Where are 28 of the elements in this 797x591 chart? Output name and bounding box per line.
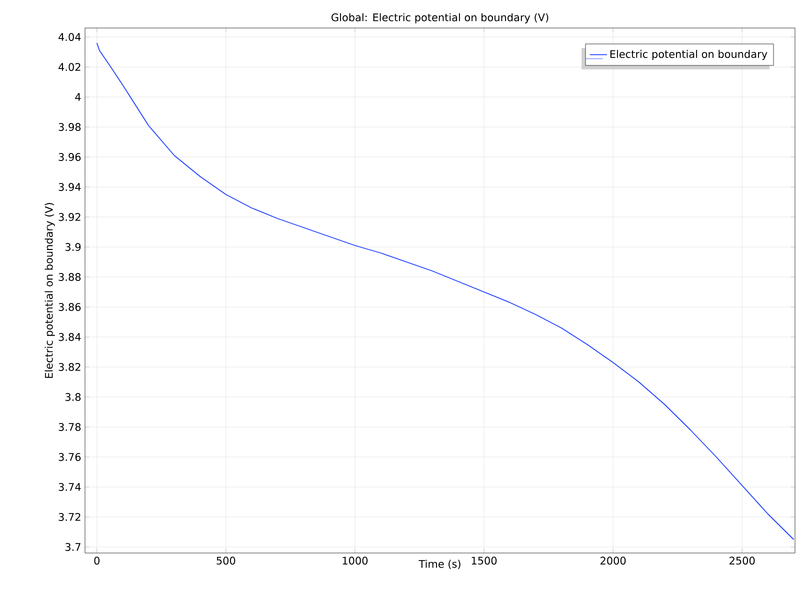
y-tick-label: 3.98 — [58, 123, 81, 131]
y-tick-label: 3.72 — [58, 513, 80, 521]
y-axis-title: Electric potential on boundary (V) — [44, 202, 55, 378]
y-tick-label: 3.78 — [58, 423, 81, 431]
x-axis-title: Time (s) — [418, 560, 460, 570]
x-tick-label: 500 — [216, 556, 236, 565]
y-tick-label: 3.74 — [58, 483, 81, 491]
y-tick-label: 3.82 — [58, 363, 80, 371]
x-tick-label: 2500 — [730, 556, 755, 565]
y-tick-label: 3.96 — [58, 153, 81, 161]
y-tick-label: 3.7 — [65, 543, 80, 551]
x-tick-label: 1000 — [342, 556, 368, 565]
x-tick-label: 1500 — [472, 556, 497, 565]
y-tick-label: 3.9 — [65, 243, 81, 251]
y-tick-label: 3.94 — [58, 183, 81, 191]
y-tick-label: 4 — [75, 93, 81, 101]
legend-label: Electric potential on boundary — [610, 50, 768, 60]
y-tick-label: 3.84 — [58, 333, 81, 341]
y-tick-label: 3.76 — [58, 453, 81, 461]
chart-title: Global: Electric potential on boundary (V) — [332, 13, 548, 24]
y-tick-label: 4.04 — [58, 33, 81, 41]
y-tick-label: 3.88 — [58, 273, 81, 281]
y-tick-label: 3.92 — [58, 213, 80, 221]
y-tick-label: 4.02 — [58, 63, 80, 71]
y-tick-label: 3.8 — [65, 393, 81, 401]
y-tick-label: 3.86 — [58, 303, 81, 311]
x-tick-label: 0 — [94, 556, 100, 565]
x-tick-label: 2000 — [600, 556, 626, 565]
